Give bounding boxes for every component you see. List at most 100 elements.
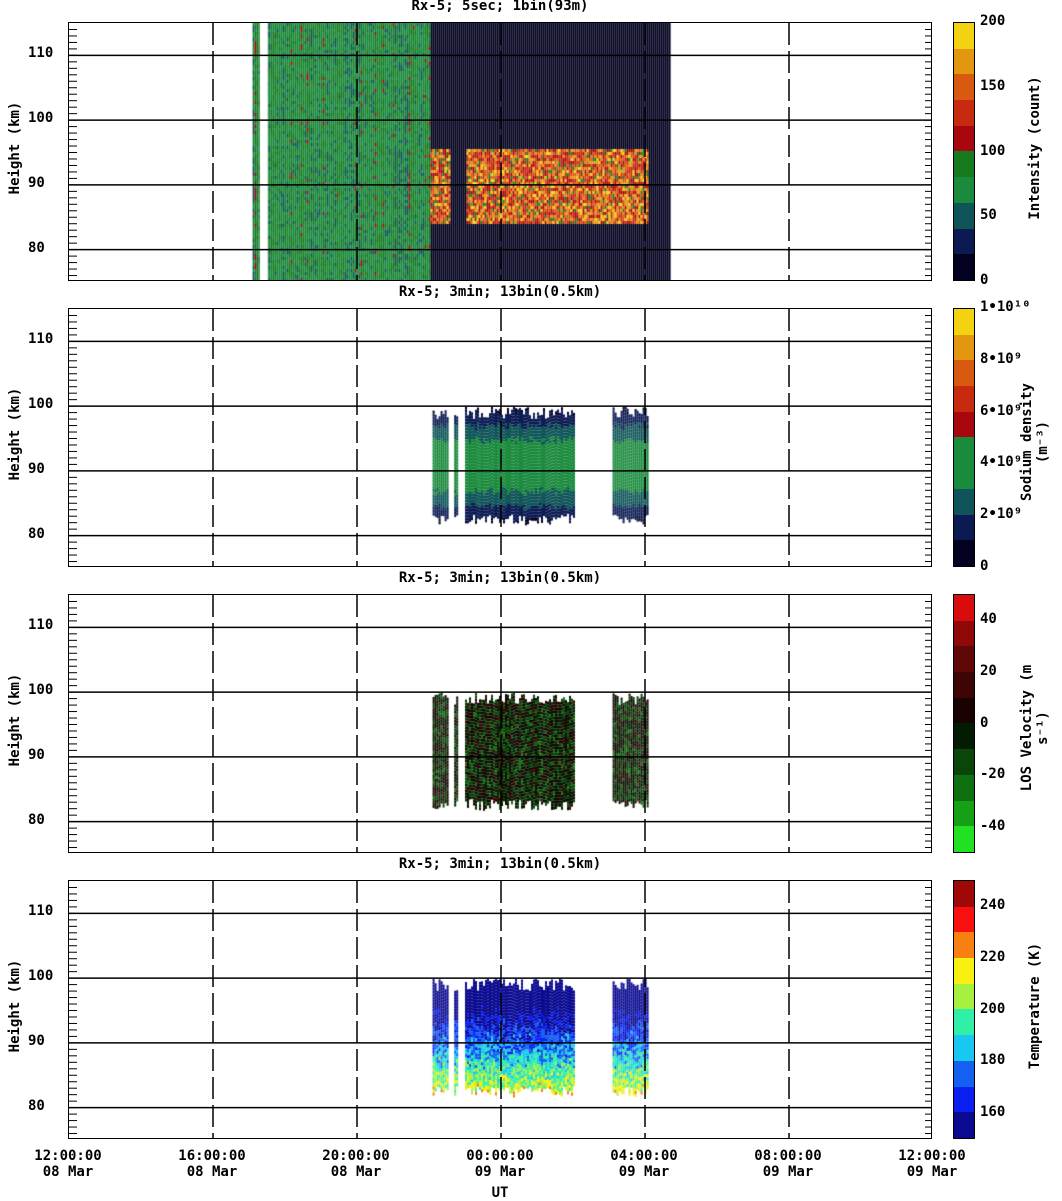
x-tick-time: 20:00:00 bbox=[322, 1148, 390, 1164]
grid bbox=[69, 595, 931, 852]
colorbar-tick-label: 40 bbox=[980, 610, 997, 627]
y-tick-label: 90 bbox=[28, 174, 45, 191]
colorbar-swatch bbox=[954, 906, 974, 933]
colorbar-swatch bbox=[954, 646, 974, 673]
colorbar-swatch bbox=[954, 620, 974, 647]
colorbar-tick-label: 20 bbox=[980, 662, 997, 679]
colorbar-tick-label: 160 bbox=[980, 1104, 1006, 1121]
colorbar-swatch bbox=[954, 595, 974, 621]
colorbar-swatch bbox=[954, 74, 974, 101]
colorbar-tick-label: 100 bbox=[980, 142, 1006, 159]
panel-density: Rx-5; 3min; 13bin(0.5km) Height (km) Sod… bbox=[0, 284, 1062, 574]
y-tick-label: 90 bbox=[28, 1032, 45, 1049]
y-axis-label: Height (km) bbox=[7, 959, 23, 1053]
x-tick-date: 09 Mar bbox=[762, 1164, 814, 1180]
colorbar-swatch bbox=[954, 540, 974, 566]
colorbar-label: Temperature (K) bbox=[1027, 942, 1043, 1070]
colorbar-swatch bbox=[954, 309, 974, 335]
colorbar bbox=[953, 880, 975, 1139]
colorbar-label: LOS Velocity (m s⁻¹) bbox=[1019, 664, 1051, 792]
colorbar-swatch bbox=[954, 386, 974, 412]
y-tick-label: 100 bbox=[28, 110, 54, 127]
x-tick-label: 00:00:00 09 Mar bbox=[450, 1148, 550, 1180]
colorbar-swatch bbox=[954, 672, 974, 698]
x-tick-date: 08 Mar bbox=[186, 1164, 238, 1180]
colorbar-swatch bbox=[954, 254, 974, 280]
x-tick-label: 12:00:00 09 Mar bbox=[882, 1148, 982, 1180]
colorbar-tick-label: -40 bbox=[980, 818, 1006, 835]
y-tick-label: 100 bbox=[28, 682, 54, 699]
colorbar-swatch bbox=[954, 958, 974, 984]
y-tick-label: 80 bbox=[28, 239, 45, 256]
colorbar-swatch bbox=[954, 983, 974, 1010]
colorbar-tick-label: 2•10⁹ bbox=[980, 506, 1023, 523]
plot-area bbox=[68, 308, 932, 567]
colorbar-label: Sodium density (m⁻³) bbox=[1019, 383, 1051, 502]
colorbar-tick-label: 240 bbox=[980, 896, 1006, 913]
plot-area bbox=[68, 594, 932, 853]
colorbar-swatch bbox=[954, 697, 974, 724]
panel-title: Rx-5; 3min; 13bin(0.5km) bbox=[398, 856, 602, 872]
colorbar-tick-label: 6•10⁹ bbox=[980, 402, 1023, 419]
colorbar-swatch bbox=[954, 151, 974, 178]
colorbar-swatch bbox=[954, 177, 974, 203]
y-axis-label: Height (km) bbox=[7, 387, 23, 481]
plot-area bbox=[68, 22, 932, 281]
colorbar-tick-label: 200 bbox=[980, 1000, 1006, 1017]
colorbar-tick-label: 200 bbox=[980, 13, 1006, 29]
colorbar-swatch bbox=[954, 360, 974, 387]
y-tick-label: 80 bbox=[28, 1097, 45, 1114]
colorbar-tick-label: 8•10⁹ bbox=[980, 350, 1023, 367]
y-tick-label: 110 bbox=[28, 331, 54, 348]
x-tick-date: 08 Mar bbox=[330, 1164, 382, 1180]
colorbar-swatch bbox=[954, 514, 974, 541]
y-tick-label: 90 bbox=[28, 746, 45, 763]
colorbar-swatch bbox=[954, 1009, 974, 1036]
y-tick-label: 110 bbox=[28, 45, 54, 62]
y-tick-label: 110 bbox=[28, 903, 54, 920]
colorbar-swatch bbox=[954, 228, 974, 255]
panel-intensity: Rx-5; 5sec; 1bin(93m) Height (km) Intens… bbox=[0, 0, 1062, 288]
x-tick-label: 08:00:00 09 Mar bbox=[738, 1148, 838, 1180]
grid bbox=[69, 881, 931, 1138]
colorbar-tick-label: 0 bbox=[980, 558, 989, 574]
x-tick-label: 12:00:00 08 Mar bbox=[18, 1148, 118, 1180]
colorbar-swatch bbox=[954, 411, 974, 438]
colorbar-tick-label: -20 bbox=[980, 766, 1006, 783]
x-tick-label: 20:00:00 08 Mar bbox=[306, 1148, 406, 1180]
panel-title: Rx-5; 3min; 13bin(0.5km) bbox=[398, 284, 602, 300]
colorbar-label: Intensity (count) bbox=[1027, 76, 1043, 220]
colorbar-tick-label: 220 bbox=[980, 948, 1006, 965]
panel-temperature: Rx-5; 3min; 13bin(0.5km) Height (km) Tem… bbox=[0, 856, 1062, 1145]
colorbar bbox=[953, 22, 975, 281]
grid bbox=[69, 309, 931, 566]
colorbar-swatch bbox=[954, 800, 974, 827]
colorbar-swatch bbox=[954, 749, 974, 775]
colorbar-swatch bbox=[954, 723, 974, 750]
colorbar-swatch bbox=[954, 1035, 974, 1061]
y-tick-label: 80 bbox=[28, 811, 45, 828]
x-tick-date: 08 Mar bbox=[42, 1164, 94, 1180]
x-tick-label: 04:00:00 09 Mar bbox=[594, 1148, 694, 1180]
colorbar-swatch bbox=[954, 437, 974, 464]
panel-title: Rx-5; 5sec; 1bin(93m) bbox=[411, 0, 589, 14]
x-tick-time: 00:00:00 bbox=[466, 1148, 534, 1164]
colorbar-swatch bbox=[954, 881, 974, 907]
colorbar-tick-label: 50 bbox=[980, 207, 997, 224]
colorbar-swatch bbox=[954, 1086, 974, 1113]
colorbar-swatch bbox=[954, 826, 974, 852]
colorbar-tick-label: 180 bbox=[980, 1052, 1006, 1069]
y-tick-label: 80 bbox=[28, 525, 45, 542]
x-tick-label: 16:00:00 08 Mar bbox=[162, 1148, 262, 1180]
colorbar-swatch bbox=[954, 774, 974, 801]
y-axis-label: Height (km) bbox=[7, 673, 23, 767]
colorbar-swatch bbox=[954, 334, 974, 361]
y-tick-label: 110 bbox=[28, 617, 54, 634]
panel-title: Rx-5; 3min; 13bin(0.5km) bbox=[398, 570, 602, 586]
colorbar bbox=[953, 594, 975, 853]
x-tick-time: 16:00:00 bbox=[178, 1148, 246, 1164]
colorbar-swatch bbox=[954, 202, 974, 229]
x-tick-time: 12:00:00 bbox=[34, 1148, 102, 1164]
y-tick-label: 100 bbox=[28, 396, 54, 413]
colorbar-tick-label: 0 bbox=[980, 714, 989, 731]
